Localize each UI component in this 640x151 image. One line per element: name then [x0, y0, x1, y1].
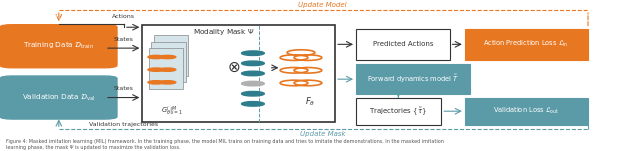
Text: Update Model: Update Model — [298, 2, 347, 8]
FancyBboxPatch shape — [0, 25, 117, 68]
FancyBboxPatch shape — [0, 76, 117, 119]
Text: Forward dynamics model $\tilde{T}$: Forward dynamics model $\tilde{T}$ — [367, 73, 459, 85]
FancyBboxPatch shape — [154, 35, 188, 76]
FancyBboxPatch shape — [142, 25, 335, 122]
Circle shape — [241, 71, 264, 76]
FancyBboxPatch shape — [465, 98, 588, 125]
FancyBboxPatch shape — [356, 64, 470, 94]
Circle shape — [159, 81, 176, 84]
Text: Trajectories $\{\tilde{\tau}\}$: Trajectories $\{\tilde{\tau}\}$ — [369, 105, 428, 117]
Circle shape — [148, 81, 164, 84]
Circle shape — [148, 68, 164, 71]
FancyBboxPatch shape — [356, 29, 449, 60]
Text: Update Mask: Update Mask — [300, 130, 345, 137]
Text: Validation trajectories: Validation trajectories — [90, 122, 159, 127]
Text: States: States — [114, 37, 134, 42]
Circle shape — [148, 55, 164, 59]
FancyBboxPatch shape — [151, 42, 186, 82]
Text: $G_{\theta}^{i}|_{i=1}^{M}$: $G_{\theta}^{i}|_{i=1}^{M}$ — [161, 104, 183, 118]
Circle shape — [241, 51, 264, 55]
Text: Figure 4: Masked imitation learning (MIL) framework. In the training phase, the : Figure 4: Masked imitation learning (MIL… — [6, 139, 444, 150]
Text: Predicted Actions: Predicted Actions — [372, 41, 433, 47]
Text: Modality Mask $\Psi$: Modality Mask $\Psi$ — [193, 27, 254, 37]
Circle shape — [241, 81, 264, 86]
Circle shape — [159, 68, 176, 71]
Text: Actions: Actions — [113, 14, 136, 19]
Circle shape — [241, 92, 264, 96]
Text: $\otimes$: $\otimes$ — [227, 60, 241, 75]
Text: Validation Loss $\mathcal{L}_{\mathrm{out}}$: Validation Loss $\mathcal{L}_{\mathrm{ou… — [493, 106, 559, 116]
FancyBboxPatch shape — [356, 98, 442, 125]
Text: Training Data $\mathcal{D}_{\mathrm{train}}$: Training Data $\mathcal{D}_{\mathrm{trai… — [23, 41, 94, 51]
FancyBboxPatch shape — [148, 48, 184, 89]
FancyBboxPatch shape — [465, 29, 588, 60]
Text: States: States — [114, 86, 134, 91]
Text: Validation Data $\mathcal{D}_{\mathrm{val}}$: Validation Data $\mathcal{D}_{\mathrm{va… — [22, 92, 95, 103]
Circle shape — [159, 55, 176, 59]
Text: $F_{\theta}$: $F_{\theta}$ — [305, 95, 315, 108]
Text: Action Prediction Loss $\mathcal{L}_{\mathrm{in}}$: Action Prediction Loss $\mathcal{L}_{\ma… — [483, 39, 569, 49]
Circle shape — [241, 102, 264, 106]
Circle shape — [241, 61, 264, 66]
